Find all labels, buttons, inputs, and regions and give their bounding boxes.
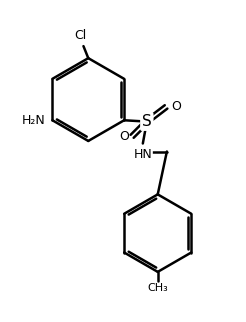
- Text: O: O: [120, 130, 129, 143]
- Text: O: O: [171, 100, 181, 113]
- Text: Cl: Cl: [75, 29, 87, 42]
- Text: CH₃: CH₃: [147, 283, 168, 293]
- Text: H₂N: H₂N: [22, 114, 46, 127]
- Text: HN: HN: [134, 148, 152, 161]
- Text: S: S: [142, 114, 152, 129]
